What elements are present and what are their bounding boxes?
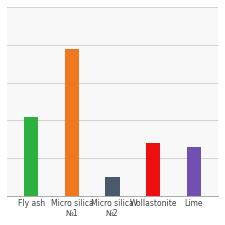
Bar <box>65 49 79 196</box>
Bar <box>187 147 201 196</box>
Bar <box>146 143 160 196</box>
Bar <box>24 117 38 196</box>
Bar <box>105 177 120 196</box>
